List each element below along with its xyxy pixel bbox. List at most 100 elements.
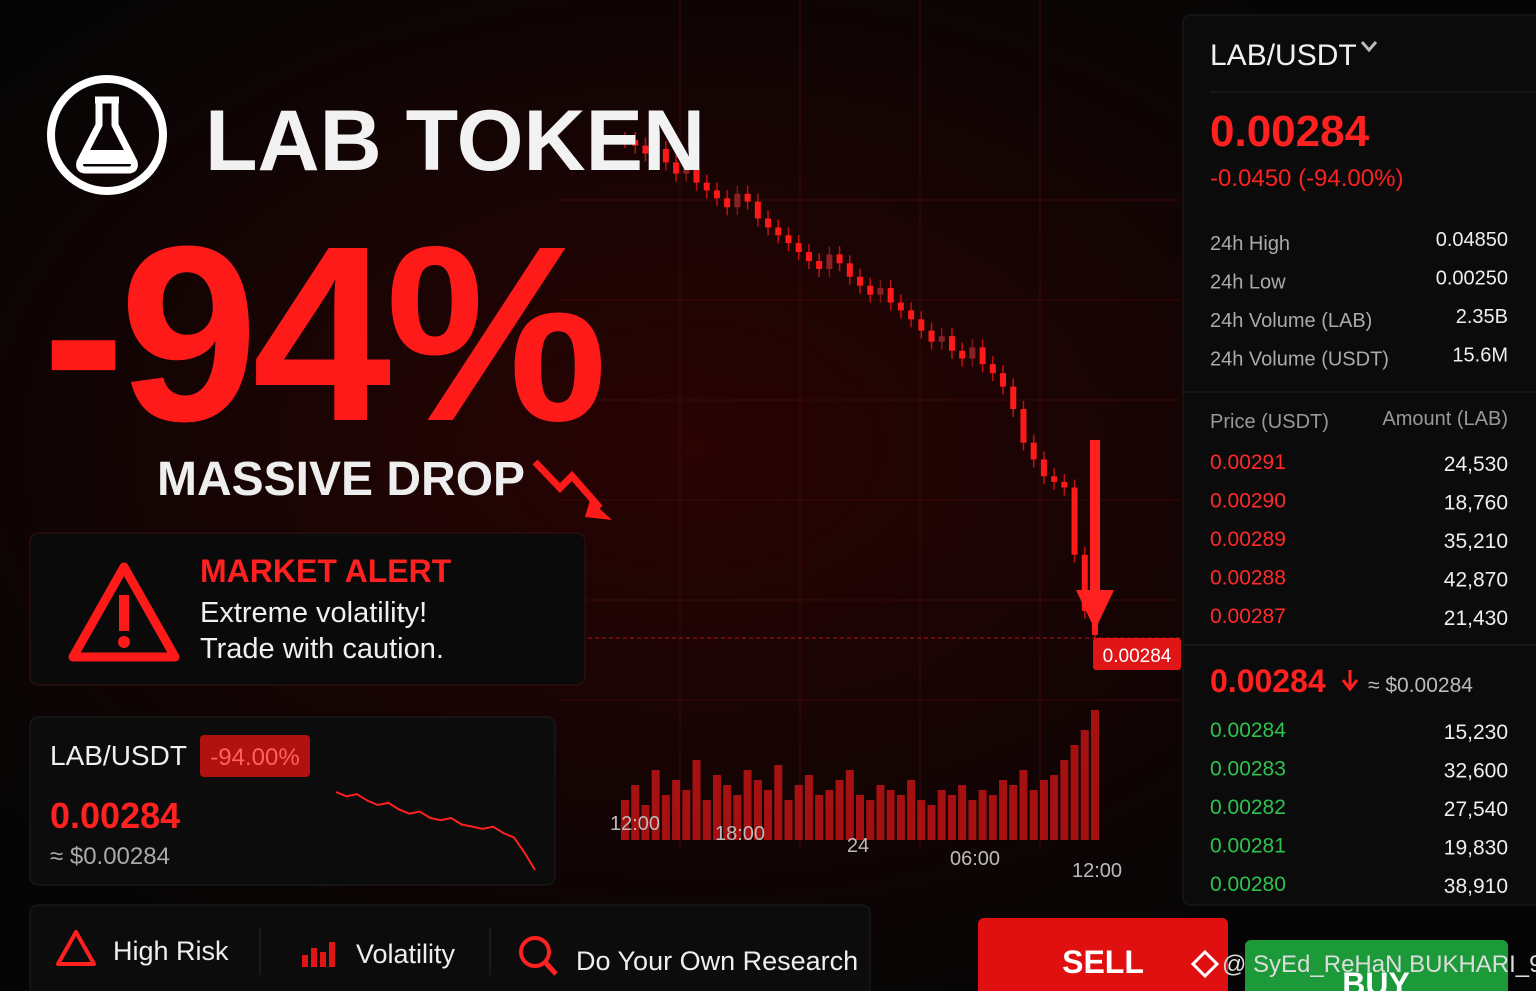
candle — [734, 193, 741, 208]
candle — [979, 347, 986, 365]
book-amount: 19,830 — [1444, 837, 1508, 860]
volume-bar — [794, 785, 803, 840]
candle — [775, 227, 782, 236]
candle — [1071, 487, 1078, 555]
volume-bar — [764, 790, 773, 840]
logo-ring — [47, 75, 167, 195]
book-price: 0.00280 — [1210, 873, 1286, 896]
candle — [867, 285, 874, 295]
candle — [724, 198, 731, 208]
book-amount: 32,600 — [1444, 760, 1508, 783]
book-price: 0.00288 — [1210, 567, 1286, 590]
candles — [622, 132, 1098, 643]
candle — [1020, 409, 1027, 443]
candle — [713, 190, 720, 199]
flask-icon — [76, 96, 138, 174]
volume-bar — [1091, 710, 1099, 840]
candle — [969, 347, 976, 359]
candle — [765, 218, 772, 228]
panel-pair: LAB/USDT — [1210, 39, 1357, 72]
warning-icon — [68, 562, 180, 662]
warning-dot — [118, 636, 130, 648]
buy-label[interactable]: BUY — [1342, 966, 1410, 991]
candle — [897, 302, 904, 311]
x-tick-label: 18:00 — [715, 823, 765, 845]
volume-bar — [702, 800, 711, 840]
x-tick-label: 24 — [847, 835, 869, 857]
watermark: @ SyEd_ReHaN BUKHARI_9 — [1222, 951, 1536, 978]
zigzag-arrow-head — [585, 500, 612, 520]
candle — [1030, 442, 1037, 460]
book-price: 0.00289 — [1210, 528, 1286, 551]
change-badge — [200, 735, 310, 777]
candle — [622, 140, 628, 142]
volume-bar — [723, 785, 732, 840]
stat-value: 0.04850 — [1436, 229, 1508, 251]
volume-bar — [692, 760, 701, 840]
volume-bar — [896, 795, 905, 840]
candle — [826, 254, 833, 269]
buy-button[interactable] — [1245, 940, 1508, 991]
footer-item: Volatility — [356, 939, 456, 969]
search-icon — [519, 936, 551, 968]
volume-bar — [774, 765, 783, 840]
book-amount: 42,870 — [1444, 569, 1508, 592]
volume-bar — [661, 795, 670, 840]
candle — [1051, 476, 1058, 482]
candle — [805, 252, 812, 262]
price-tag — [1093, 638, 1181, 670]
book-price: 0.00281 — [1210, 835, 1286, 858]
volume-bar — [978, 790, 987, 840]
x-tick-label: 12:00 — [1072, 860, 1122, 882]
sell-label[interactable]: SELL — [1062, 944, 1144, 980]
stat-value: 15.6M — [1452, 345, 1508, 367]
candle — [918, 319, 925, 331]
volume-bar — [641, 805, 650, 840]
x-tick-label: 12:00 — [610, 813, 660, 835]
warning-mark — [119, 595, 129, 631]
stat-label: 24h Volume (LAB) — [1210, 310, 1372, 332]
candle — [703, 182, 710, 191]
volume-bar — [866, 800, 875, 840]
book-price: 0.00283 — [1210, 758, 1286, 781]
volume-bar — [958, 785, 967, 840]
volume-bar — [651, 770, 660, 840]
candle — [1081, 554, 1088, 611]
candle — [816, 261, 823, 269]
ticker-change: -94.00% — [210, 744, 299, 771]
dropdown-chevron[interactable] — [1360, 41, 1378, 53]
volume-bar — [1029, 790, 1038, 840]
volume-bar — [845, 770, 854, 840]
volatility-icon — [302, 942, 335, 967]
down-arrow — [1341, 670, 1359, 692]
flask-liquid — [82, 150, 132, 164]
book-header: Price (USDT) — [1210, 411, 1329, 433]
volume-bar — [917, 800, 926, 840]
subtitle: MASSIVE DROP — [157, 453, 525, 506]
sparkline — [335, 791, 536, 871]
bids: 0.00284 15,230 0.00283 32,600 0.00282 27,540 0… — [1210, 719, 1508, 898]
book-price: 0.00291 — [1210, 451, 1286, 474]
alert-title: MARKET ALERT — [200, 553, 452, 589]
candle — [693, 168, 700, 183]
candle — [959, 350, 966, 359]
volume-bar — [712, 775, 721, 840]
volume-bar — [621, 800, 629, 840]
candle — [1061, 481, 1068, 488]
ticker-usd: ≈ $0.00284 — [50, 843, 170, 870]
candle — [754, 201, 761, 219]
panel-change: -0.0450 (-94.00%) — [1210, 165, 1403, 192]
sell-button[interactable] — [978, 918, 1228, 991]
x-tick-label: 06:00 — [950, 848, 1000, 870]
stat-label: 24h Volume (USDT) — [1210, 349, 1389, 371]
volume-bar — [988, 795, 997, 840]
candle — [795, 243, 802, 253]
price-tag-label: 0.00284 — [1103, 646, 1172, 667]
zigzag-arrow — [532, 459, 603, 511]
volume-bar — [1039, 780, 1048, 840]
candle — [846, 263, 853, 277]
drop-arrow — [1076, 440, 1114, 630]
book-amount: 27,540 — [1444, 798, 1508, 821]
